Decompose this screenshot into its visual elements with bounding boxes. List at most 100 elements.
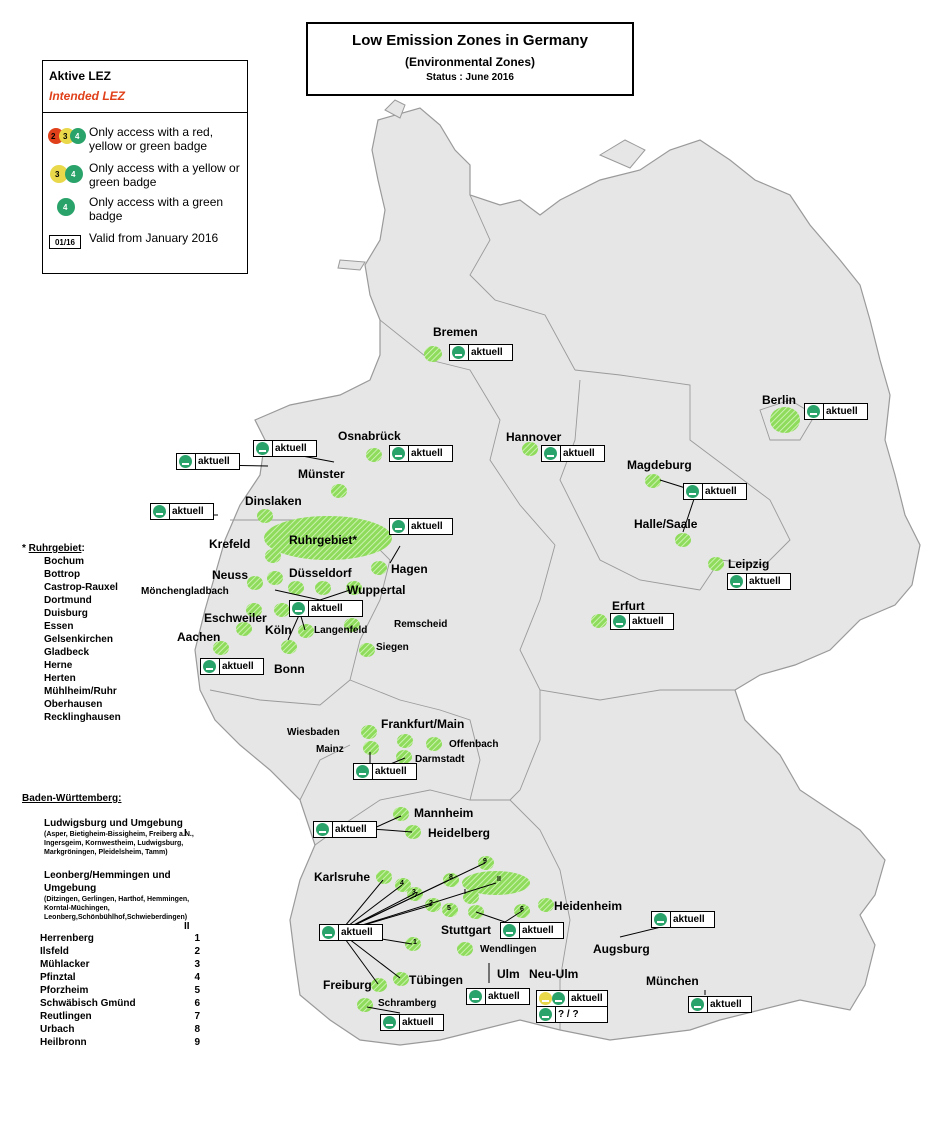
city-neuulm: Neu-Ulm (529, 967, 579, 981)
legend-row-yellow: Only access with a yellow or green badge (89, 161, 240, 189)
city-krefeld: Krefeld (209, 537, 251, 551)
city-augsburg: Augsburg (593, 942, 650, 956)
green-badge-icon (322, 926, 335, 939)
zone-number: 6 (520, 906, 524, 913)
bw-group1-number: I (184, 828, 187, 839)
map-subtitle: (Environmental Zones) (404, 55, 535, 69)
ruhr-city: Mühlheim/Ruhr (44, 686, 117, 697)
city-koeln: Köln (265, 623, 292, 637)
ruhr-city: Dortmund (44, 595, 92, 606)
badge-number: 4 (63, 203, 68, 212)
city-moenchengladbach: Mönchengladbach (141, 586, 229, 597)
badge-koeln: aktuell (289, 600, 363, 617)
city-freiburg: Freiburg (323, 978, 372, 992)
city-heidenheim: Heidenheim (554, 899, 623, 913)
zone-number: I (464, 889, 466, 896)
valid-code-box: 01/16 (49, 235, 81, 249)
ruhr-city: Castrop-Rauxel (44, 582, 118, 593)
ruhr-city: Gladbeck (44, 647, 90, 658)
legend: Aktive LEZ Intended LEZ 2 3 4 Only acces… (42, 60, 248, 274)
city-bonn: Bonn (274, 662, 305, 676)
badge-magdeburg: aktuell (683, 483, 747, 500)
bw-town-row: Schwäbisch Gmünd 6 (40, 997, 200, 1010)
badge-krefeld: aktuell (150, 503, 214, 520)
bw-group2-number: II (184, 921, 190, 932)
city-karlsruhe: Karlsruhe (314, 870, 371, 884)
bw-town-row: Pforzheim 5 (40, 984, 200, 997)
city-wuppertal: Wuppertal (347, 583, 406, 597)
green-badge-icon (383, 1016, 396, 1029)
green-badge-icon (654, 913, 667, 926)
bw-town-name: Mühlacker (40, 959, 90, 970)
bw-town-number: 5 (194, 985, 200, 996)
bw-town-row: Pfinztal 4 (40, 971, 200, 984)
green-badge-icon (539, 1008, 552, 1021)
green-badge-icon (292, 602, 305, 615)
city-erfurt: Erfurt (612, 599, 645, 613)
badge-stuttgart: aktuell (500, 922, 564, 939)
green-badge-icon (691, 998, 704, 1011)
ruhr-heading: Ruhrgebiet (28, 543, 82, 554)
city-mannheim: Mannheim (414, 806, 474, 820)
zone-number: 9 (483, 858, 487, 865)
badge-osnabrueck: aktuell (389, 445, 453, 462)
city-mainz: Mainz (316, 744, 344, 755)
green-badge-icon (316, 823, 329, 836)
badge-number: 2 (51, 132, 56, 141)
city-muenster: Münster (298, 467, 345, 481)
bw-town-row: Reutlingen 7 (40, 1010, 200, 1023)
city-tuebingen: Tübingen (409, 973, 463, 987)
badge-bw: aktuell (319, 924, 383, 941)
germany-outline (194, 107, 921, 1046)
city-wendlingen: Wendlingen (480, 944, 537, 955)
green-badge-icon (452, 346, 465, 359)
ruhr-city: Bottrop (44, 569, 81, 580)
green-badge-icon: 4 (57, 198, 75, 216)
ruhr-city: Herten (44, 673, 76, 684)
green-badge-icon (179, 455, 192, 468)
bw-town-number: 6 (194, 998, 200, 1009)
bw-town-row: Ilsfeld 2 (40, 945, 200, 958)
badge-neuulm-planned: ? / ? (536, 1006, 608, 1023)
bw-town-name: Heilbronn (40, 1037, 87, 1048)
ruhr-list: * Ruhrgebiet: Bochum Bottrop Castrop-Rauxe… (22, 543, 121, 723)
badge-number: 4 (71, 170, 76, 179)
city-ulm: Ulm (497, 967, 520, 981)
zone-number: 7 (414, 892, 418, 899)
legend-active: Aktive LEZ (49, 69, 112, 83)
bw-list: Baden-Württemberg: Ludwigsburg und Umgeb… (22, 792, 200, 1049)
badge-aachen: aktuell (200, 658, 264, 675)
badge-muenster: aktuell (253, 440, 317, 457)
bw-group2-title: Leonberg/Hemmingen und Umgebung (44, 870, 171, 894)
ruhr-city: Gelsenkirchen (44, 634, 113, 645)
badge-frankfurt: aktuell (353, 763, 417, 780)
green-badge-icon (503, 924, 516, 937)
city-schramberg: Schramberg (378, 998, 437, 1009)
bw-group2-detail: (Ditzingen, Gerlingen, Harthof, Hemminge… (44, 896, 190, 921)
green-badge-icon (356, 765, 369, 778)
ruhr-city: Oberhausen (44, 699, 103, 710)
green-badge-icon (807, 405, 820, 418)
badge-ruhrgebiet: aktuell (389, 518, 453, 535)
yellow-badge-icon (539, 992, 552, 1005)
city-neuss: Neuss (212, 568, 249, 582)
bw-town-name: Urbach (40, 1024, 75, 1035)
city-osnabrueck: Osnabrück (338, 429, 401, 443)
bw-town-name: Schwäbisch Gmünd (40, 998, 136, 1009)
green-badge-icon (613, 615, 626, 628)
green-badge-icon (730, 575, 743, 588)
zone-number: 4 (400, 880, 404, 887)
legend-row-red: Only access with a red, yellow or green … (89, 125, 214, 153)
city-wiesbaden: Wiesbaden (287, 727, 340, 738)
city-langenfeld: Langenfeld (314, 625, 368, 636)
badge-muenchen: aktuell (688, 996, 752, 1013)
green-badge-icon (552, 992, 565, 1005)
map-title: Low Emission Zones in Germany (352, 32, 588, 49)
zone-number: II (497, 876, 501, 883)
city-hagen: Hagen (391, 562, 428, 576)
green-badge-icon (203, 660, 216, 673)
city-magdeburg: Magdeburg (627, 458, 692, 472)
bw-town-row: Herrenberg 1 (40, 932, 200, 945)
green-badge-icon (392, 447, 405, 460)
